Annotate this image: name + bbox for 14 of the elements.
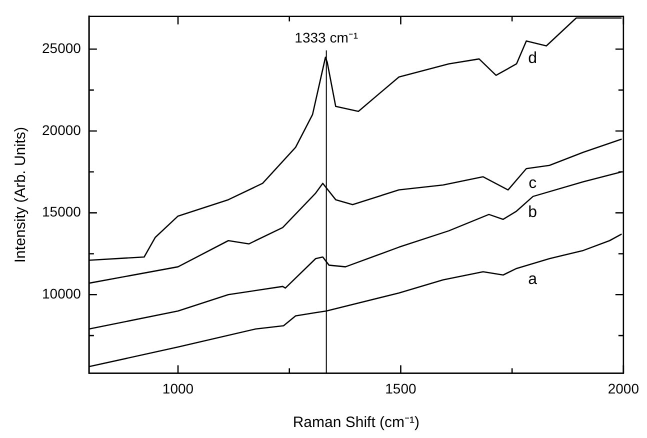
series-label: d — [528, 50, 538, 67]
series-label: a — [528, 271, 538, 288]
x-tick-label: 1500 — [385, 380, 416, 396]
y-axis-title: Intensity (Arb. Units) — [12, 126, 30, 263]
y-tick-label: 10000 — [42, 286, 82, 302]
x-axis-title: Raman Shift (cm⁻¹) — [292, 414, 420, 432]
y-tick-label: 20000 — [42, 122, 82, 138]
ref-line-label: 1333 cm⁻¹ — [294, 29, 358, 46]
series-label: b — [528, 204, 538, 222]
x-tick-label: 2000 — [608, 380, 640, 396]
x-tick-label: 1000 — [162, 380, 194, 396]
y-tick-label: 15000 — [42, 204, 82, 220]
y-tick-label: 25000 — [42, 40, 82, 56]
series-label: c — [528, 175, 537, 192]
